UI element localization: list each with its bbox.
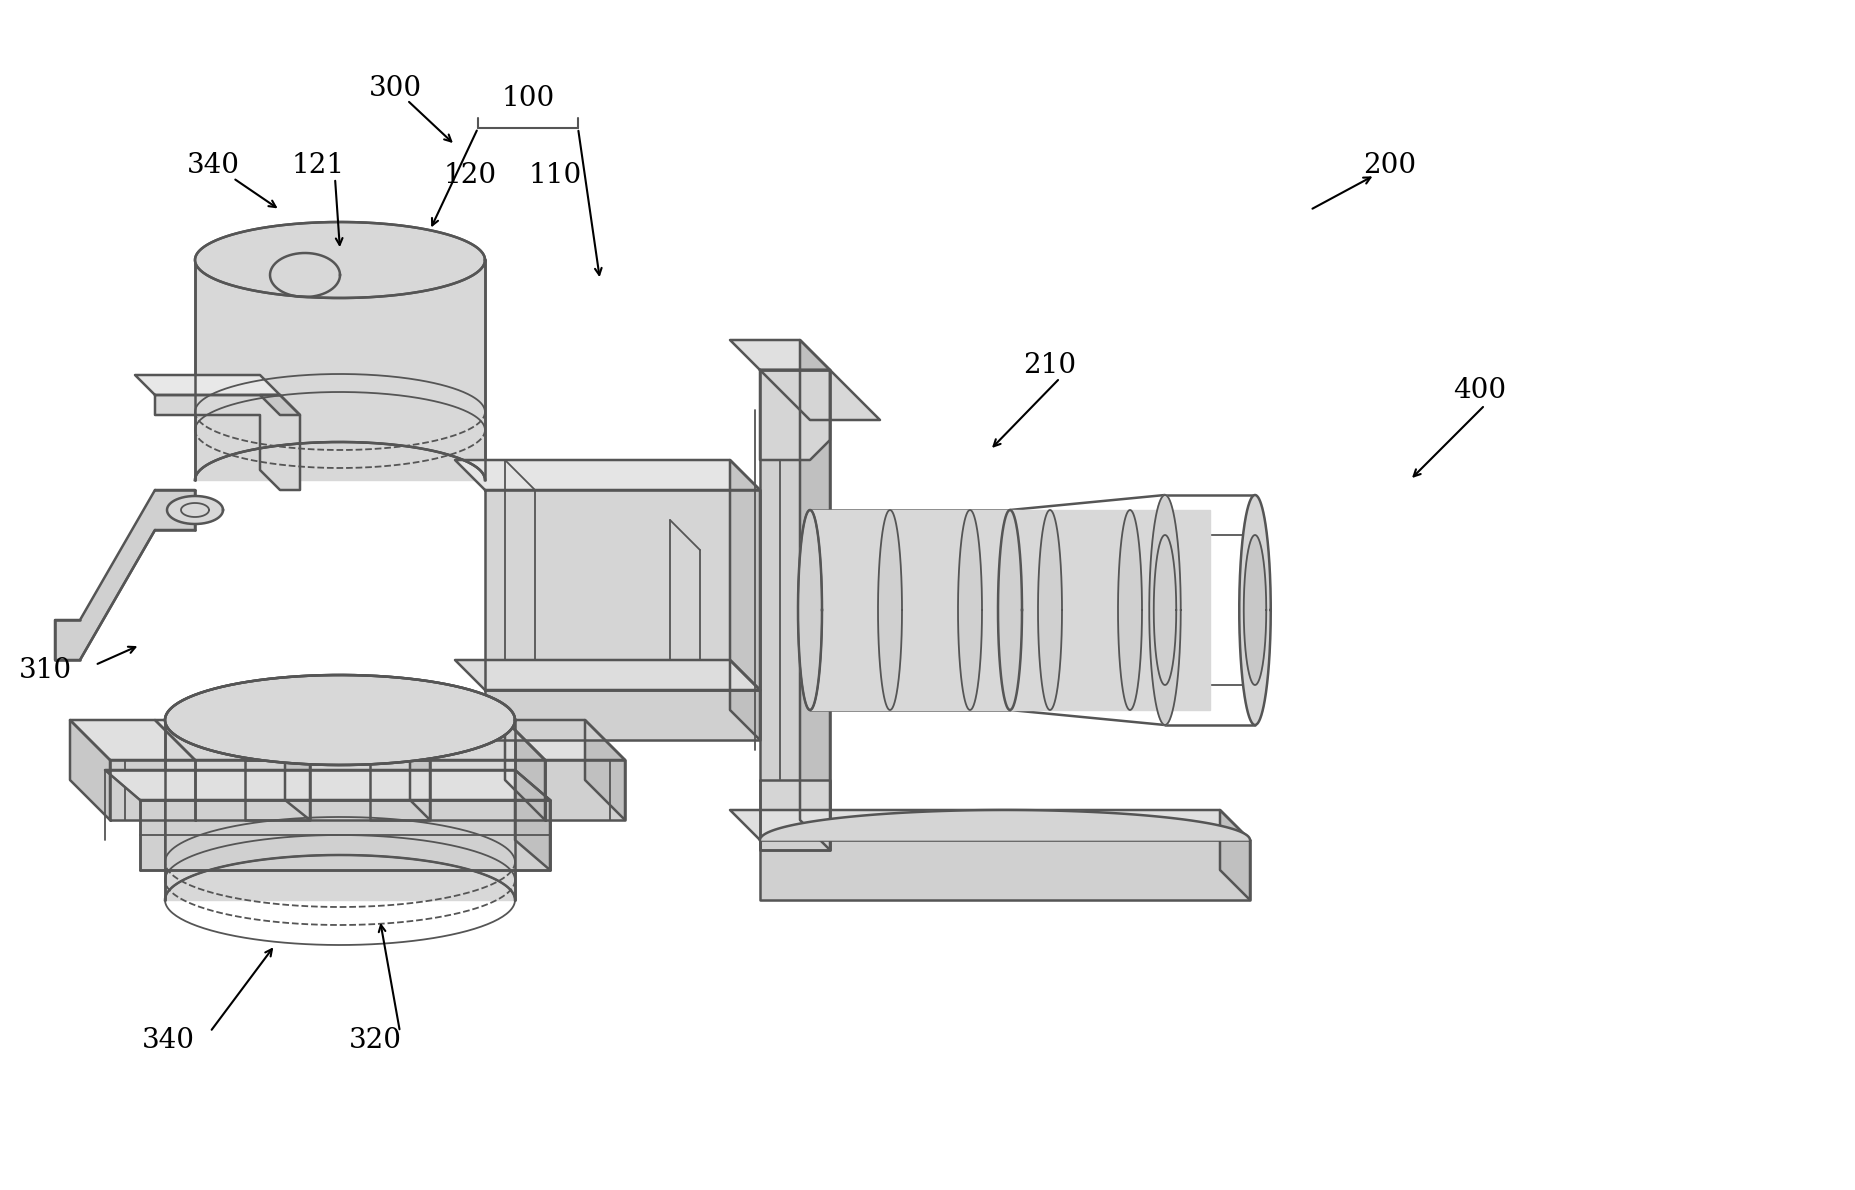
- Polygon shape: [800, 340, 829, 850]
- Polygon shape: [167, 496, 223, 524]
- Polygon shape: [135, 375, 280, 395]
- Text: 340: 340: [141, 1027, 195, 1053]
- Polygon shape: [245, 760, 310, 820]
- Polygon shape: [877, 511, 902, 710]
- Polygon shape: [798, 511, 822, 710]
- Polygon shape: [484, 690, 759, 740]
- Polygon shape: [798, 511, 822, 710]
- Polygon shape: [729, 810, 1248, 840]
- Text: 310: 310: [19, 657, 72, 683]
- Polygon shape: [759, 810, 1248, 840]
- Polygon shape: [729, 340, 829, 370]
- Polygon shape: [505, 720, 545, 820]
- Polygon shape: [156, 720, 545, 760]
- Polygon shape: [1243, 536, 1265, 685]
- Polygon shape: [1130, 511, 1209, 710]
- Polygon shape: [109, 760, 195, 820]
- Polygon shape: [1148, 495, 1180, 725]
- Polygon shape: [410, 740, 430, 820]
- Polygon shape: [545, 760, 625, 820]
- Text: 100: 100: [501, 84, 555, 112]
- Polygon shape: [56, 490, 195, 660]
- Polygon shape: [195, 223, 484, 298]
- Polygon shape: [106, 770, 549, 800]
- Polygon shape: [454, 461, 759, 490]
- Polygon shape: [890, 511, 970, 710]
- Polygon shape: [729, 660, 759, 740]
- Text: 340: 340: [186, 151, 239, 178]
- Polygon shape: [584, 720, 625, 820]
- Polygon shape: [1037, 511, 1061, 710]
- Polygon shape: [759, 779, 829, 850]
- Polygon shape: [454, 660, 759, 690]
- Polygon shape: [729, 461, 759, 690]
- Polygon shape: [759, 370, 829, 461]
- Text: 110: 110: [529, 162, 581, 188]
- Polygon shape: [1239, 495, 1271, 725]
- Polygon shape: [139, 800, 549, 870]
- Polygon shape: [286, 740, 310, 820]
- Polygon shape: [484, 490, 759, 690]
- Polygon shape: [221, 740, 310, 760]
- Polygon shape: [759, 370, 829, 850]
- Polygon shape: [759, 370, 879, 420]
- Polygon shape: [809, 511, 890, 710]
- Polygon shape: [70, 720, 109, 820]
- Polygon shape: [165, 675, 514, 765]
- Polygon shape: [195, 760, 545, 820]
- Polygon shape: [165, 720, 514, 900]
- Polygon shape: [1050, 511, 1130, 710]
- Text: 400: 400: [1452, 376, 1506, 403]
- Text: 200: 200: [1363, 151, 1415, 178]
- Polygon shape: [70, 720, 195, 760]
- Polygon shape: [260, 395, 301, 415]
- Text: 320: 320: [349, 1027, 401, 1053]
- Polygon shape: [156, 395, 301, 490]
- Text: 121: 121: [291, 151, 345, 178]
- Polygon shape: [970, 511, 1050, 710]
- Polygon shape: [195, 259, 484, 480]
- Polygon shape: [351, 740, 430, 760]
- Polygon shape: [369, 760, 430, 820]
- Polygon shape: [759, 840, 1248, 900]
- Polygon shape: [1117, 511, 1141, 710]
- Polygon shape: [1219, 810, 1248, 900]
- Polygon shape: [505, 720, 625, 760]
- Polygon shape: [957, 511, 981, 710]
- Text: 300: 300: [369, 75, 421, 101]
- Polygon shape: [514, 770, 549, 870]
- Text: 120: 120: [443, 162, 497, 188]
- Text: 210: 210: [1022, 351, 1076, 378]
- Polygon shape: [998, 511, 1022, 710]
